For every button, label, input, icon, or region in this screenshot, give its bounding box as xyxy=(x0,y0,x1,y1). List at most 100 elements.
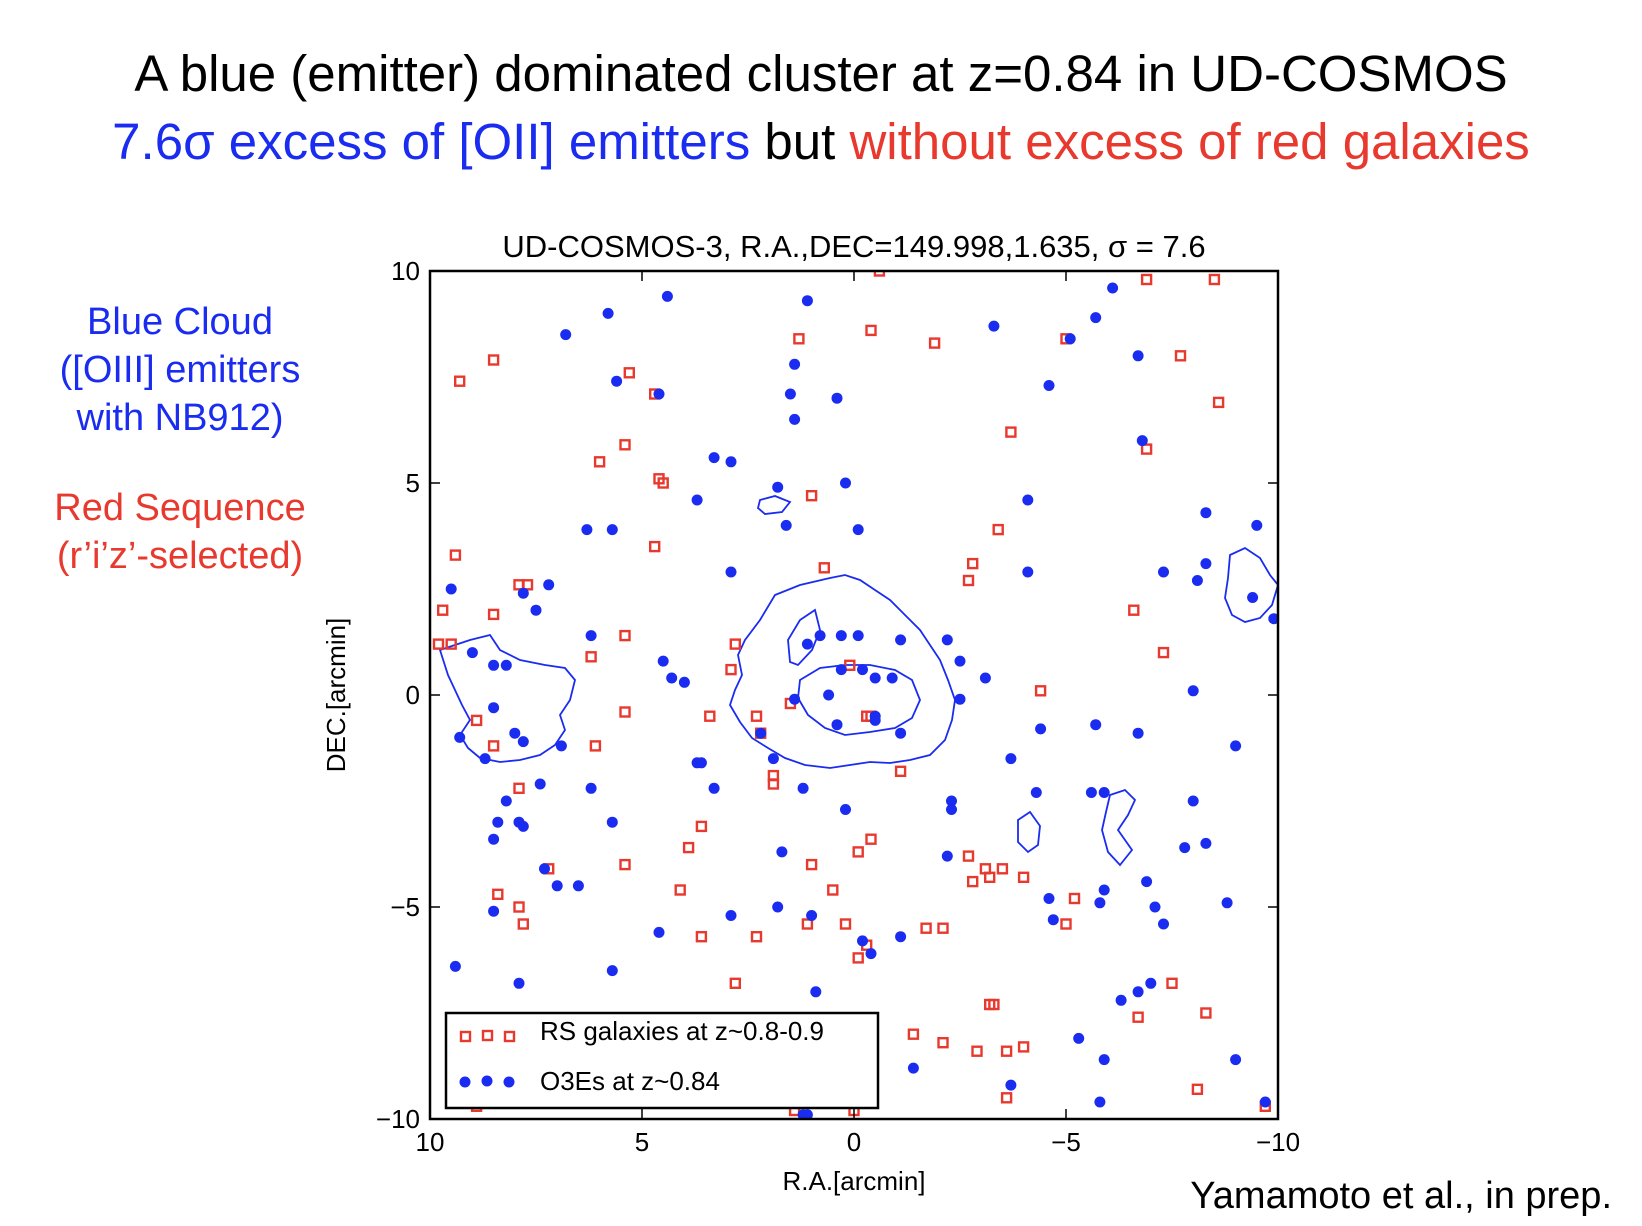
o3e-point-108 xyxy=(1043,893,1055,904)
density-contours xyxy=(438,495,1278,867)
rs-point-48 xyxy=(513,782,525,794)
rs-point-85 xyxy=(1132,1011,1144,1023)
rs-point-17 xyxy=(805,490,818,502)
rs-point-34 xyxy=(1128,604,1140,616)
o3e-point-46 xyxy=(666,672,678,684)
o3e-point-7 xyxy=(1107,282,1119,294)
o3e-point-131 xyxy=(907,1062,919,1074)
rs-point-21 xyxy=(449,549,462,561)
o3e-point-21 xyxy=(780,519,792,531)
rs-point-10 xyxy=(1208,273,1221,286)
o3e-point-67 xyxy=(509,727,521,739)
o3e-point-20 xyxy=(840,477,851,489)
o3e-point-100 xyxy=(776,846,788,858)
o3e-point-134 xyxy=(1230,1054,1242,1066)
rs-point-53 xyxy=(894,765,907,777)
o3e-point-121 xyxy=(857,935,868,947)
citation: Yamamoto et al., in prep. xyxy=(1190,1175,1612,1217)
rs-point-47 xyxy=(487,740,500,752)
legend-o3e-marker-3 xyxy=(503,1076,515,1088)
o3e-point-130 xyxy=(1098,1054,1110,1066)
x-tick-label-0: 10 xyxy=(416,1127,445,1157)
o3e-point-99 xyxy=(606,816,618,828)
o3e-point-14 xyxy=(789,413,801,425)
o3e-point-126 xyxy=(1115,994,1127,1006)
o3e-point-15 xyxy=(1043,380,1055,391)
rs-point-29 xyxy=(585,651,597,663)
o3e-point-39 xyxy=(1247,592,1259,603)
x-tick-label-1: 5 xyxy=(635,1127,649,1157)
red-sequence-line-2: (r’i’z’-selected) xyxy=(56,535,304,577)
rs-point-50 xyxy=(619,706,631,718)
blue-cloud-line-1: Blue Cloud xyxy=(87,301,273,343)
o3e-point-8 xyxy=(1132,350,1144,362)
rs-point-16 xyxy=(657,477,669,489)
o3e-point-98 xyxy=(572,880,584,892)
rs-point-30 xyxy=(818,562,830,574)
o3e-point-120 xyxy=(895,931,907,943)
o3e-point-117 xyxy=(772,901,784,913)
rs-point-57 xyxy=(619,858,631,871)
legend-rs-marker-3 xyxy=(503,1030,516,1043)
o3e-point-69 xyxy=(479,753,491,765)
rs-point-64 xyxy=(967,875,979,888)
rs-point-19 xyxy=(1140,443,1153,455)
rs-point-63 xyxy=(962,850,975,862)
rs-point-18 xyxy=(1005,426,1017,438)
o3e-point-109 xyxy=(1047,914,1059,926)
o3e-point-25 xyxy=(1022,494,1034,506)
rs-point-38 xyxy=(844,659,856,671)
rs-point-37 xyxy=(725,663,737,676)
rs-point-77 xyxy=(839,918,852,930)
o3e-point-48 xyxy=(814,630,826,642)
rs-point-86 xyxy=(1166,977,1178,989)
rs-point-75 xyxy=(750,931,763,943)
o3e-point-24 xyxy=(606,524,618,536)
rs-point-84 xyxy=(988,998,1000,1011)
o3e-point-22 xyxy=(852,524,864,536)
rs-point-27 xyxy=(521,579,534,591)
o3e-point-9 xyxy=(611,375,623,387)
o3e-point-23 xyxy=(581,524,593,536)
o3e-point-91 xyxy=(449,960,461,972)
o3e-point-47 xyxy=(678,676,690,688)
rs-point-36 xyxy=(729,638,741,650)
o3e-point-41 xyxy=(1187,685,1199,697)
legend: RS galaxies at z~0.8-0.9 O3Es at z~0.84 xyxy=(444,1011,880,1110)
rs-point-81 xyxy=(937,922,949,934)
o3e-point-26 xyxy=(1136,435,1148,447)
o3e-point-118 xyxy=(653,926,665,938)
rs-point-55 xyxy=(682,841,695,854)
o3e-point-10 xyxy=(653,388,665,400)
rs-point-44 xyxy=(750,710,763,722)
o3e-point-66 xyxy=(488,702,500,714)
y-axis: 10 5 0 −5 −10 xyxy=(376,256,1278,1134)
contour-central xyxy=(729,574,956,769)
o3e-point-52 xyxy=(895,634,907,646)
rs-point-73 xyxy=(517,918,529,930)
o3e-point-79 xyxy=(869,714,881,726)
o3e-point-62 xyxy=(789,693,801,705)
o3e-point-88 xyxy=(1132,727,1144,739)
plot-frame xyxy=(428,269,1280,1121)
o3e-point-0 xyxy=(661,290,673,302)
o3e-point-36 xyxy=(1158,566,1169,578)
contour-central-arc xyxy=(787,608,821,667)
rs-point-72 xyxy=(513,901,525,913)
o3e-point-51 xyxy=(852,630,864,642)
rs-point-61 xyxy=(865,833,877,845)
rs-point-76 xyxy=(801,918,814,930)
rs-point-93 xyxy=(1000,1092,1013,1104)
o3e-point-73 xyxy=(500,795,512,807)
rs-point-35 xyxy=(1157,646,1170,659)
o3e-point-104 xyxy=(1085,787,1097,798)
rs-point-41 xyxy=(1034,685,1047,697)
legend-o3e-label: O3Es at z~0.84 xyxy=(540,1066,720,1096)
o3e-point-16 xyxy=(708,452,720,464)
o3e-point-71 xyxy=(555,740,567,752)
rs-point-68 xyxy=(1017,871,1030,883)
rs-point-23 xyxy=(432,638,445,650)
o3e-point-101 xyxy=(946,804,957,815)
o3e-point-114 xyxy=(1200,837,1212,849)
